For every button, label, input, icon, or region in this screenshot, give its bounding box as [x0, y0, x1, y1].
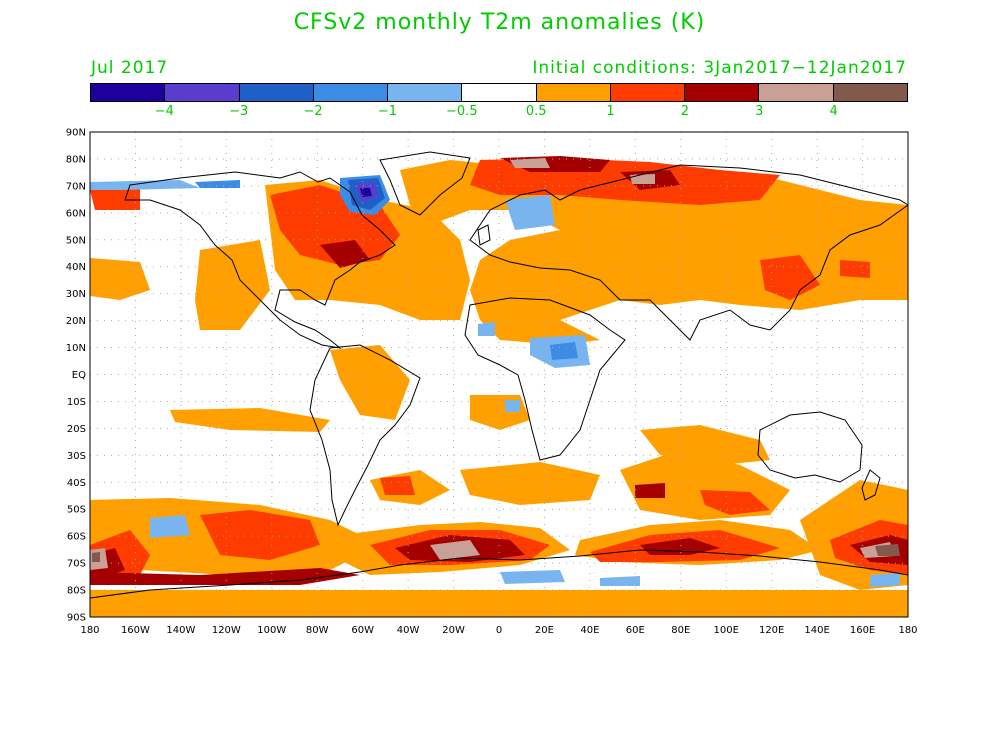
- colorbar-label: −2: [303, 104, 323, 119]
- lat-label: 30N: [66, 289, 86, 300]
- colorbar-swatch: [239, 84, 314, 101]
- lon-label: 100E: [714, 625, 739, 636]
- anomaly-1-2: [90, 158, 908, 580]
- colorbar-swatch: [833, 84, 907, 101]
- lon-label: 140W: [166, 625, 195, 636]
- australia-outline: [757, 411, 863, 483]
- lat-label: 20S: [67, 424, 86, 435]
- colorbar-swatch: [388, 84, 463, 101]
- europe-asia-outline: [469, 164, 908, 341]
- lon-label: 60E: [626, 625, 645, 636]
- north-america-outline: [124, 171, 396, 349]
- colorbar-swatch: [462, 84, 537, 101]
- lat-label: 20N: [66, 316, 86, 327]
- lon-label: 160E: [850, 625, 875, 636]
- colorbar-swatch: [685, 84, 760, 101]
- coastlines: [90, 151, 908, 599]
- anomaly-below-neg-4: [360, 188, 372, 197]
- map-title: CFSv2 monthly T2m anomalies (K): [293, 10, 706, 35]
- colorbar-swatch: [759, 84, 834, 101]
- lat-label: 50N: [66, 235, 86, 246]
- colorbar-swatch: [91, 84, 166, 101]
- colorbar-label: 3: [755, 104, 764, 119]
- lon-label: 180: [80, 625, 99, 636]
- lon-label: 100W: [257, 625, 286, 636]
- colorbar-label: −1: [377, 104, 398, 119]
- lat-label: 90S: [67, 613, 86, 624]
- colorbar-label: 2: [680, 104, 690, 119]
- lat-label: 80S: [67, 586, 86, 597]
- antarctica-outline: [90, 549, 908, 599]
- colorbar-swatch: [610, 84, 686, 101]
- map-frame: [89, 131, 909, 618]
- colorbar-label: −4: [154, 104, 174, 119]
- colorbar-label: −3: [229, 104, 249, 119]
- lat-label: 70S: [67, 559, 86, 570]
- new-zealand-outline: [861, 469, 881, 501]
- lon-label: 120E: [759, 625, 784, 636]
- lon-label: 80W: [306, 625, 329, 636]
- initial-conditions: Initial conditions: 3Jan2017−12Jan2017: [532, 58, 907, 78]
- lat-label: 80N: [66, 154, 86, 165]
- colorbar-label: 1: [606, 104, 615, 119]
- south-america-outline: [309, 344, 421, 527]
- lon-label: 60W: [351, 625, 374, 636]
- lon-label: 80E: [671, 625, 690, 636]
- lon-label: 160W: [121, 625, 150, 636]
- lat-label: 10N: [66, 343, 86, 354]
- lon-label: 180: [898, 625, 917, 636]
- lon-label: 20W: [442, 625, 465, 636]
- colorbar-label: 0.5: [525, 104, 547, 119]
- lat-label: 60N: [66, 208, 86, 219]
- colorbar: [90, 83, 908, 102]
- latitude-axis-labels: 90N 80N 70N 60N 50N 40N 30N 20N 10N EQ 10S 20S 30S 40…: [66, 128, 86, 624]
- colorbar-label: 4: [829, 104, 838, 119]
- lon-label: 120W: [212, 625, 241, 636]
- lat-label: 30S: [67, 451, 86, 462]
- lat-label: 40N: [66, 262, 86, 273]
- lat-label: EQ: [72, 370, 86, 381]
- lon-label: 40E: [580, 625, 599, 636]
- colorbar-swatch: [536, 84, 611, 101]
- lat-label: 50S: [67, 505, 86, 516]
- longitude-axis-labels: 180 160W 140W 120W 100W 80W 60W 40W 20W 0 20E 40E 60…: [80, 625, 917, 636]
- africa-outline: [464, 297, 626, 461]
- british-isles-outline: [477, 224, 491, 246]
- lon-label: 140E: [804, 625, 829, 636]
- lon-label: 40W: [397, 625, 420, 636]
- lat-label: 90N: [66, 128, 86, 139]
- colorbar-swatch: [313, 84, 389, 101]
- valid-month: Jul 2017: [91, 58, 169, 78]
- lat-label: 60S: [67, 532, 86, 543]
- lat-label: 70N: [66, 181, 86, 192]
- colorbar-swatch: [165, 84, 240, 101]
- lat-label: 10S: [67, 397, 86, 408]
- colorbar-label: −0.5: [446, 104, 478, 119]
- anomaly-over-4: [92, 544, 900, 562]
- greenland-outline: [379, 151, 471, 216]
- lon-label: 20E: [535, 625, 554, 636]
- lat-label: 40S: [67, 478, 86, 489]
- lon-label: 0: [496, 625, 502, 636]
